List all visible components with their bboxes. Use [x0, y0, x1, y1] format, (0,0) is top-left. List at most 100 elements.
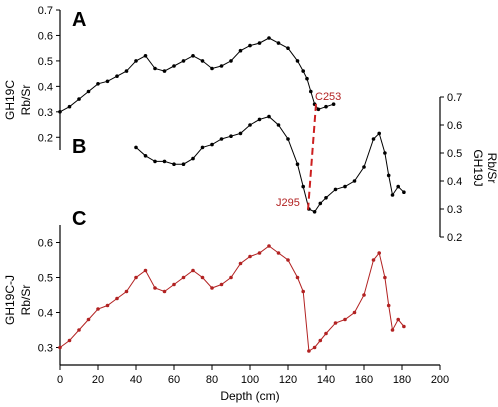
panel-b-point — [229, 134, 233, 138]
panel-b-ytick-label: 0.7 — [447, 92, 462, 104]
panel-a-ytick-label: 0.6 — [38, 30, 53, 42]
panel-c-point — [248, 254, 252, 259]
panel-a-point — [105, 79, 110, 84]
panel-c-point — [238, 261, 243, 266]
panel-c-ylabel-line1: GH19C-J — [3, 275, 17, 325]
panel-a-point — [172, 64, 176, 68]
panel-a-point — [286, 46, 290, 50]
x-tick-label: 120 — [279, 374, 297, 386]
panel-c-point — [267, 244, 271, 248]
x-tick-label: 80 — [206, 374, 218, 386]
panel-b-ytick-label: 0.2 — [447, 232, 462, 244]
panel-b-point — [295, 162, 300, 166]
panel-c-point — [295, 275, 300, 280]
panel-c-point — [124, 289, 129, 294]
panel-a-point — [96, 82, 100, 86]
panel-a-point — [309, 89, 313, 94]
panel-c-point — [333, 321, 338, 325]
x-tick-label: 200 — [431, 374, 449, 386]
j295-annotation: J295 — [276, 197, 300, 209]
panel-c-point — [362, 293, 366, 297]
panel-c-point — [134, 275, 138, 280]
panel-a-point — [181, 59, 186, 63]
panel-c-point — [301, 289, 306, 294]
panel-b-ytick-label: 0.3 — [447, 204, 462, 216]
x-tick-label: 100 — [241, 374, 259, 386]
panel-b-point — [371, 137, 376, 141]
panel-c-ytick-label: 0.5 — [38, 273, 53, 285]
panel-c-point — [191, 268, 195, 273]
panel-c-point — [386, 303, 391, 308]
panel-a-point — [153, 66, 157, 71]
panel-a-point — [267, 36, 271, 40]
panel-c-ytick-label: 0.4 — [38, 308, 53, 320]
panel-a-ytick-label: 0.5 — [38, 56, 53, 68]
panel-b-point — [301, 184, 306, 189]
panel-b-point — [377, 131, 382, 136]
panel-b-series — [134, 114, 406, 214]
panel-c-ytick-label: 0.3 — [38, 343, 53, 355]
panel-b-point — [134, 145, 138, 150]
panel-c-point — [324, 331, 328, 336]
panel-a-point — [58, 110, 62, 114]
c253-annotation: C253 — [315, 91, 341, 103]
panel-a-point — [219, 64, 224, 68]
panel-a-point — [324, 104, 328, 109]
panel-b-point — [386, 173, 391, 178]
panel-b-point — [390, 193, 395, 197]
panel-b-point — [248, 123, 252, 127]
panel-b-ytick-label: 0.5 — [447, 148, 462, 160]
panel-b-point — [200, 145, 205, 150]
x-tick-label: 0 — [57, 374, 63, 386]
panel-c-point — [153, 286, 157, 290]
panel-a-point — [162, 69, 167, 73]
c253-j295-link — [307, 103, 317, 211]
panel-c-point — [229, 275, 233, 280]
panel-a-point — [124, 69, 129, 73]
panel-c-label: C — [72, 208, 86, 230]
x-tick-label: 140 — [317, 374, 335, 386]
panel-c-point — [219, 282, 224, 287]
panel-a-point — [331, 102, 336, 106]
panel-b-point — [286, 137, 290, 141]
panel-a-point — [200, 59, 205, 63]
panel-c-series-line — [59, 245, 405, 352]
panel-b-point — [324, 196, 328, 200]
panel-a-ytick-label: 0.3 — [38, 107, 53, 119]
panel-b-ytick-label: 0.6 — [447, 120, 462, 132]
panel-c-point — [181, 275, 186, 280]
panel-c-point — [200, 275, 205, 280]
panel-b-ytick-label: 0.4 — [447, 176, 462, 188]
panel-a-ylabel-line2: Rb/Sr — [19, 85, 33, 116]
panel-c-point — [377, 251, 382, 255]
panel-a-point — [238, 48, 243, 53]
panel-a-series-line — [59, 37, 334, 113]
panel-c-ylabel-line2: Rb/Sr — [19, 285, 33, 316]
x-tick-label: 60 — [168, 374, 180, 386]
panel-b-point — [153, 159, 157, 164]
panel-c-point — [396, 317, 401, 322]
panel-b-point — [343, 184, 347, 189]
panel-a-point — [248, 43, 252, 48]
panel-a-point — [210, 66, 214, 71]
x-tick-label: 40 — [130, 374, 142, 386]
panel-c-point — [96, 307, 100, 311]
panel-c: 0.3 0.4 0.5 0.6 0 20 40 60 80 100 120 140 160 180 200… — [3, 208, 449, 403]
panel-c-point — [307, 349, 311, 353]
panel-b-ticks: 0.2 0.3 0.4 0.5 0.6 0.7 — [440, 92, 462, 244]
panel-a-point — [115, 74, 119, 78]
panel-b-point — [396, 184, 401, 189]
panel-c-point — [58, 345, 62, 350]
x-ticks: 0 20 40 60 80 100 120 140 160 180 200 — [57, 365, 449, 386]
panel-c-point — [402, 324, 406, 329]
panel-b-ylabel-line1: GH19J — [471, 149, 485, 186]
panel-c-ticks: 0.3 0.4 0.5 0.6 — [38, 238, 60, 355]
panel-b-point — [267, 114, 271, 119]
panel-b-point — [318, 201, 323, 206]
panel-c-point — [352, 310, 357, 315]
panel-b-point — [312, 210, 317, 214]
panel-c-point — [105, 303, 110, 308]
panel-a-ylabel-line1: GH19C — [3, 80, 17, 120]
panel-c-point — [143, 268, 148, 273]
